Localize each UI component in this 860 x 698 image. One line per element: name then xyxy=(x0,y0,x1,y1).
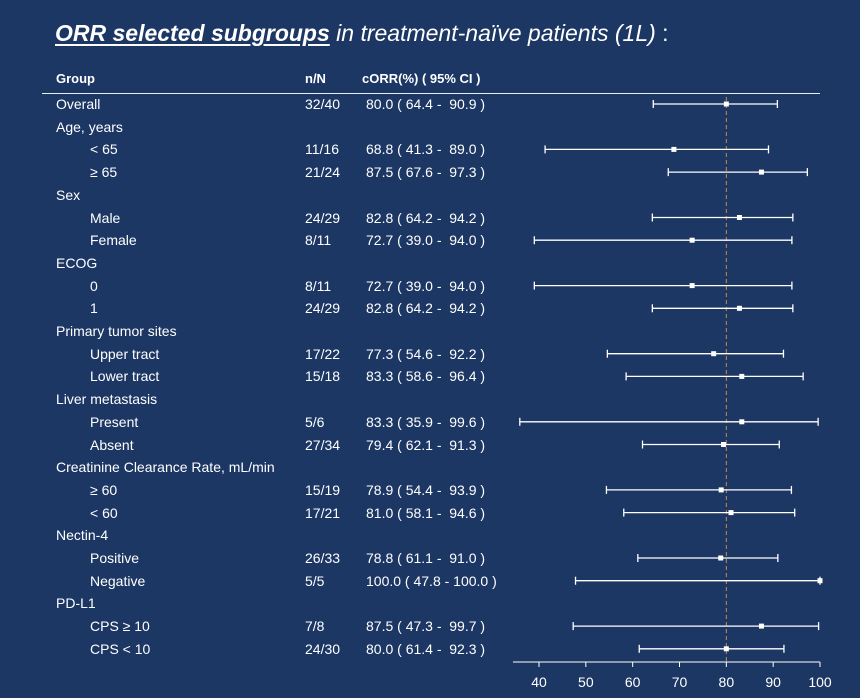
orr-ci-value: 80.0 ( 61.4 - 92.3 ) xyxy=(366,640,486,657)
orr-ci-value: 82.8 ( 64.2 - 94.2 ) xyxy=(366,300,486,317)
point-estimate xyxy=(758,623,764,629)
n-over-N-value: 17/22 xyxy=(305,345,341,362)
group-label: Age, years xyxy=(56,118,123,135)
orr-ci-value: 77.3 ( 54.6 - 92.2 ) xyxy=(366,345,486,362)
orr-ci-value: 72.7 ( 39.0 - 94.0 ) xyxy=(366,277,486,294)
x-tick-label: 50 xyxy=(578,674,594,690)
orr-ci-value: 78.9 ( 54.4 - 93.9 ) xyxy=(366,481,486,498)
point-estimate xyxy=(721,442,727,447)
header-divider xyxy=(42,93,820,94)
subgroup-label: < 60 xyxy=(90,504,118,521)
subgroup-label: < 65 xyxy=(90,141,118,158)
point-estimate xyxy=(739,373,745,379)
title-suffix: : xyxy=(655,20,669,46)
point-estimate xyxy=(723,646,729,652)
n-over-N-value: 24/30 xyxy=(305,640,341,657)
n-over-N-value: 11/16 xyxy=(305,141,339,158)
point-estimate xyxy=(736,305,742,311)
n-over-N-value: 26/33 xyxy=(305,550,341,566)
point-estimate xyxy=(671,146,677,152)
point-estimate xyxy=(689,283,695,289)
group-label: Primary tumor sites xyxy=(56,323,177,339)
group-label: Creatinine Clearance Rate, mL/min xyxy=(56,459,275,476)
point-estimate xyxy=(728,510,734,516)
x-tick-label: 70 xyxy=(672,674,688,690)
n-over-N-value: 17/21 xyxy=(305,504,341,521)
column-header-group: Group xyxy=(56,71,95,86)
orr-ci-value: 81.0 ( 58.1 - 94.6 ) xyxy=(366,504,486,521)
subgroup-label: Upper tract xyxy=(90,345,160,362)
point-estimate xyxy=(718,487,724,493)
point-estimate xyxy=(758,169,764,175)
slide-title: ORR selected subgroups in treatment-naïv… xyxy=(55,20,669,47)
x-tick-label: 60 xyxy=(625,674,641,690)
subgroup-label: Lower tract xyxy=(90,368,160,385)
subgroup-label: Present xyxy=(90,413,139,430)
orr-ci-value: 78.8 ( 61.1 - 91.0 ) xyxy=(366,550,486,566)
n-over-N-value: 21/24 xyxy=(305,164,341,181)
point-estimate xyxy=(817,578,823,584)
title-rest: in treatment-naïve patients (1L) xyxy=(329,20,656,46)
orr-ci-value: 100.0 ( 47.8 - 100.0 ) xyxy=(366,572,497,589)
group-label: Nectin-4 xyxy=(56,527,109,544)
n-over-N-value: 7/8 xyxy=(305,618,325,635)
orr-ci-value: 83.3 ( 58.6 - 96.4 ) xyxy=(366,368,486,385)
n-over-N-value: 24/29 xyxy=(305,300,341,317)
column-header-nN: n/N xyxy=(305,71,326,86)
subgroup-label: CPS ≥ 10 xyxy=(90,618,150,635)
x-tick-label: 40 xyxy=(531,674,547,690)
subgroup-label: ≥ 65 xyxy=(90,164,118,181)
orr-ci-value: 83.3 ( 35.9 - 99.6 ) xyxy=(366,413,486,430)
subgroup-label: Positive xyxy=(90,550,140,566)
group-label: Liver metastasis xyxy=(56,391,158,408)
point-estimate xyxy=(718,555,724,561)
subgroup-label: 0 xyxy=(90,277,98,294)
n-over-N-value: 15/18 xyxy=(305,368,341,385)
group-label: ECOG xyxy=(56,254,98,271)
point-estimate xyxy=(723,101,729,107)
group-label: PD-L1 xyxy=(56,595,96,612)
point-estimate xyxy=(689,237,695,243)
title-emphasis: ORR selected subgroups xyxy=(55,20,330,46)
subgroup-label: CPS < 10 xyxy=(90,640,151,657)
subgroup-label: 1 xyxy=(90,300,98,317)
group-label: Overall xyxy=(56,96,101,112)
x-tick-label: 100 xyxy=(808,674,832,690)
subgroup-label: Negative xyxy=(90,572,146,589)
subgroup-label: Male xyxy=(90,209,121,226)
subgroup-label: Female xyxy=(90,232,137,249)
n-over-N-value: 8/11 xyxy=(305,232,332,249)
orr-ci-value: 79.4 ( 62.1 - 91.3 ) xyxy=(366,436,486,453)
orr-ci-value: 72.7 ( 39.0 - 94.0 ) xyxy=(366,232,486,249)
orr-ci-value: 87.5 ( 47.3 - 99.7 ) xyxy=(366,618,486,635)
subgroup-label: ≥ 60 xyxy=(90,481,118,498)
point-estimate xyxy=(736,215,742,220)
point-estimate xyxy=(711,351,717,357)
orr-ci-value: 80.0 ( 64.4 - 90.9 ) xyxy=(366,96,486,112)
n-over-N-value: 15/19 xyxy=(305,481,341,498)
group-label: Sex xyxy=(56,186,81,203)
n-over-N-value: 5/5 xyxy=(305,572,325,589)
n-over-N-value: 8/11 xyxy=(305,277,332,294)
column-header-orr: cORR(%) ( 95% CI ) xyxy=(362,71,481,86)
n-over-N-value: 24/29 xyxy=(305,209,341,226)
x-tick-label: 90 xyxy=(765,674,781,690)
point-estimate xyxy=(739,419,745,425)
orr-ci-value: 82.8 ( 64.2 - 94.2 ) xyxy=(366,209,486,226)
orr-ci-value: 68.8 ( 41.3 - 89.0 ) xyxy=(366,141,486,158)
n-over-N-value: 27/34 xyxy=(305,436,341,453)
orr-ci-value: 87.5 ( 67.6 - 97.3 ) xyxy=(366,164,486,181)
subgroup-label: Absent xyxy=(90,436,134,453)
n-over-N-value: 5/6 xyxy=(305,413,325,430)
n-over-N-value: 32/40 xyxy=(305,96,341,112)
x-tick-label: 80 xyxy=(719,674,735,690)
